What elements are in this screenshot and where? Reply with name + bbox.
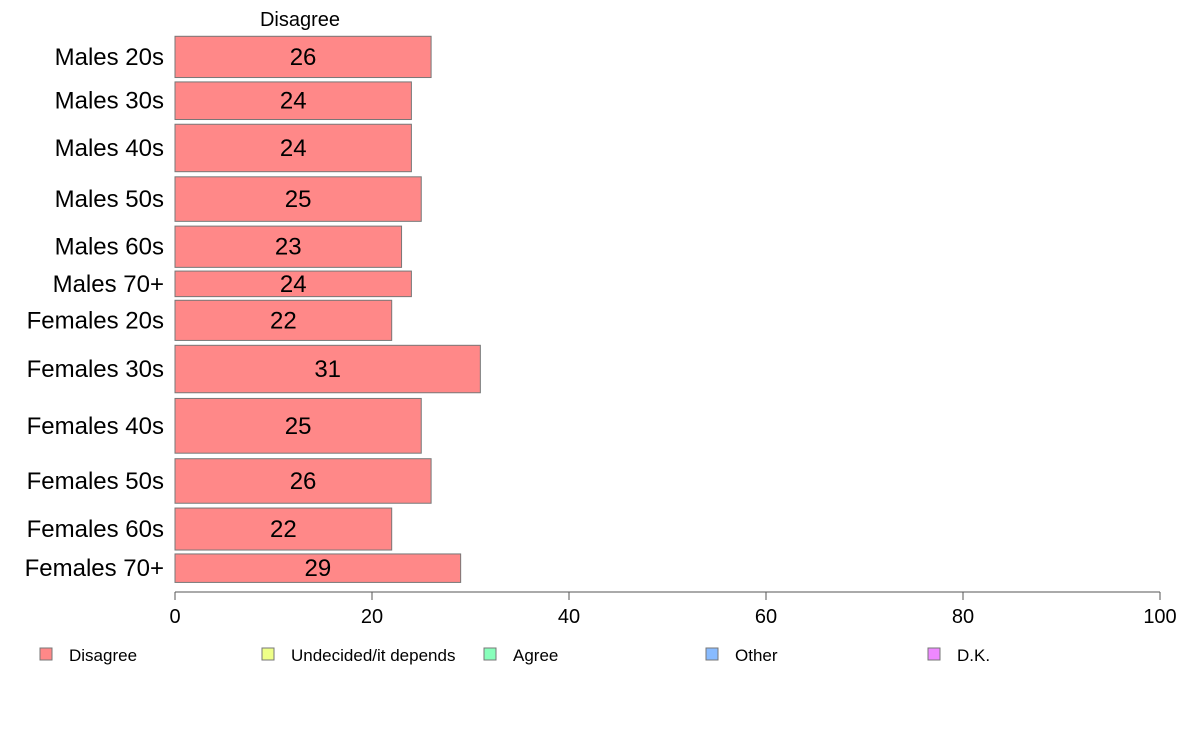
x-tick-label: 80 (952, 606, 974, 628)
legend-label: Other (735, 646, 778, 665)
category-label: Females 30s (27, 356, 164, 383)
bar-value-label: 26 (290, 468, 317, 495)
bar (174, 299, 393, 341)
bar (174, 397, 422, 454)
bar (174, 225, 403, 268)
legend-label: Undecided/it depends (291, 646, 455, 665)
legend-swatch (261, 647, 275, 661)
bar (174, 344, 481, 394)
bar (174, 123, 412, 173)
legend-label: Disagree (69, 646, 137, 665)
x-tick-label: 60 (755, 606, 777, 628)
bar (174, 35, 432, 79)
legend-swatch (705, 647, 719, 661)
category-label: Females 40s (27, 413, 164, 440)
category-label: Males 70+ (53, 271, 164, 298)
category-label: Males 30s (55, 88, 164, 115)
category-label: Females 60s (27, 516, 164, 543)
category-label: Males 60s (55, 234, 164, 261)
bar-value-label: 22 (270, 516, 297, 543)
bar-value-label: 25 (285, 413, 312, 440)
category-label: Females 20s (27, 307, 164, 334)
x-tick-label: 40 (558, 606, 580, 628)
bar-value-label: 25 (285, 186, 312, 213)
category-label: Females 50s (27, 468, 164, 495)
bar (174, 270, 412, 298)
legend: Disagree Undecided/it depends Agree Other D.… (39, 646, 990, 665)
bar (174, 81, 412, 121)
x-tick-label: 0 (169, 606, 180, 628)
bar-value-label: 24 (280, 88, 307, 115)
bar (174, 553, 462, 583)
legend-swatch (483, 647, 497, 661)
x-axis: 0 20 40 60 80 100 (169, 591, 1177, 628)
bar (174, 176, 422, 222)
bar-value-label: 22 (270, 307, 297, 334)
legend-label: D.K. (957, 646, 990, 665)
x-tick-label: 20 (361, 606, 383, 628)
bar-value-label: 26 (290, 44, 317, 71)
category-label: Males 50s (55, 186, 164, 213)
bar-value-label: 24 (280, 271, 307, 298)
category-label: Females 70+ (25, 555, 164, 582)
bars-group: Males 20s 26 Males 30s 24 Males 40s 24 Males 5… (25, 35, 481, 583)
bar (174, 507, 393, 551)
bar-value-label: 31 (314, 356, 341, 383)
bar (174, 458, 432, 504)
legend-swatch (39, 647, 53, 661)
legend-swatch (927, 647, 941, 661)
bar-value-label: 23 (275, 234, 302, 261)
legend-label: Agree (513, 646, 558, 665)
category-label: Males 20s (55, 44, 164, 71)
category-label: Males 40s (55, 135, 164, 162)
bar-value-label: 29 (304, 555, 331, 582)
x-tick-label: 100 (1143, 606, 1176, 628)
bar-value-label: 24 (280, 135, 307, 162)
series-header: Disagree (260, 9, 340, 31)
